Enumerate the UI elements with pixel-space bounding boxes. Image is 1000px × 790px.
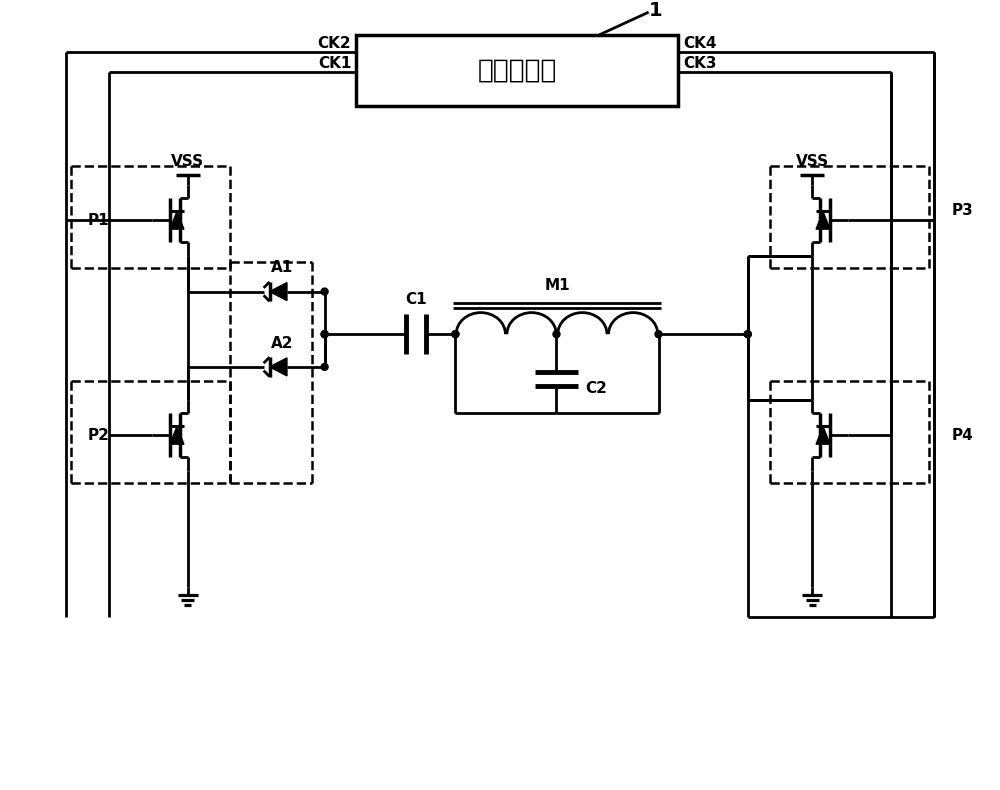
Text: P3: P3 [952,203,974,218]
Circle shape [553,331,560,337]
Text: 时序控制器: 时序控制器 [478,58,557,84]
Text: P4: P4 [952,427,974,442]
Circle shape [744,331,751,337]
Text: C1: C1 [405,292,427,307]
Text: CK2: CK2 [318,36,351,51]
Text: C2: C2 [585,382,607,397]
Circle shape [321,331,328,337]
FancyBboxPatch shape [356,35,678,107]
Polygon shape [170,427,184,444]
Polygon shape [270,283,287,301]
Polygon shape [170,211,184,229]
Text: 1: 1 [649,1,662,20]
Polygon shape [816,427,830,444]
Circle shape [655,331,662,337]
Text: CK3: CK3 [683,56,717,71]
Circle shape [452,331,459,337]
Text: P1: P1 [88,213,109,228]
Circle shape [452,331,459,337]
Text: M1: M1 [544,278,570,293]
Circle shape [321,331,328,337]
Circle shape [744,331,751,337]
Polygon shape [816,211,830,229]
Text: P2: P2 [88,427,110,442]
Polygon shape [270,358,287,376]
Text: A2: A2 [271,336,293,351]
Text: A1: A1 [271,260,293,275]
Text: CK1: CK1 [318,56,351,71]
Text: VSS: VSS [171,154,204,169]
Circle shape [321,288,328,295]
Text: VSS: VSS [796,154,829,169]
Circle shape [321,363,328,371]
Text: CK4: CK4 [683,36,717,51]
